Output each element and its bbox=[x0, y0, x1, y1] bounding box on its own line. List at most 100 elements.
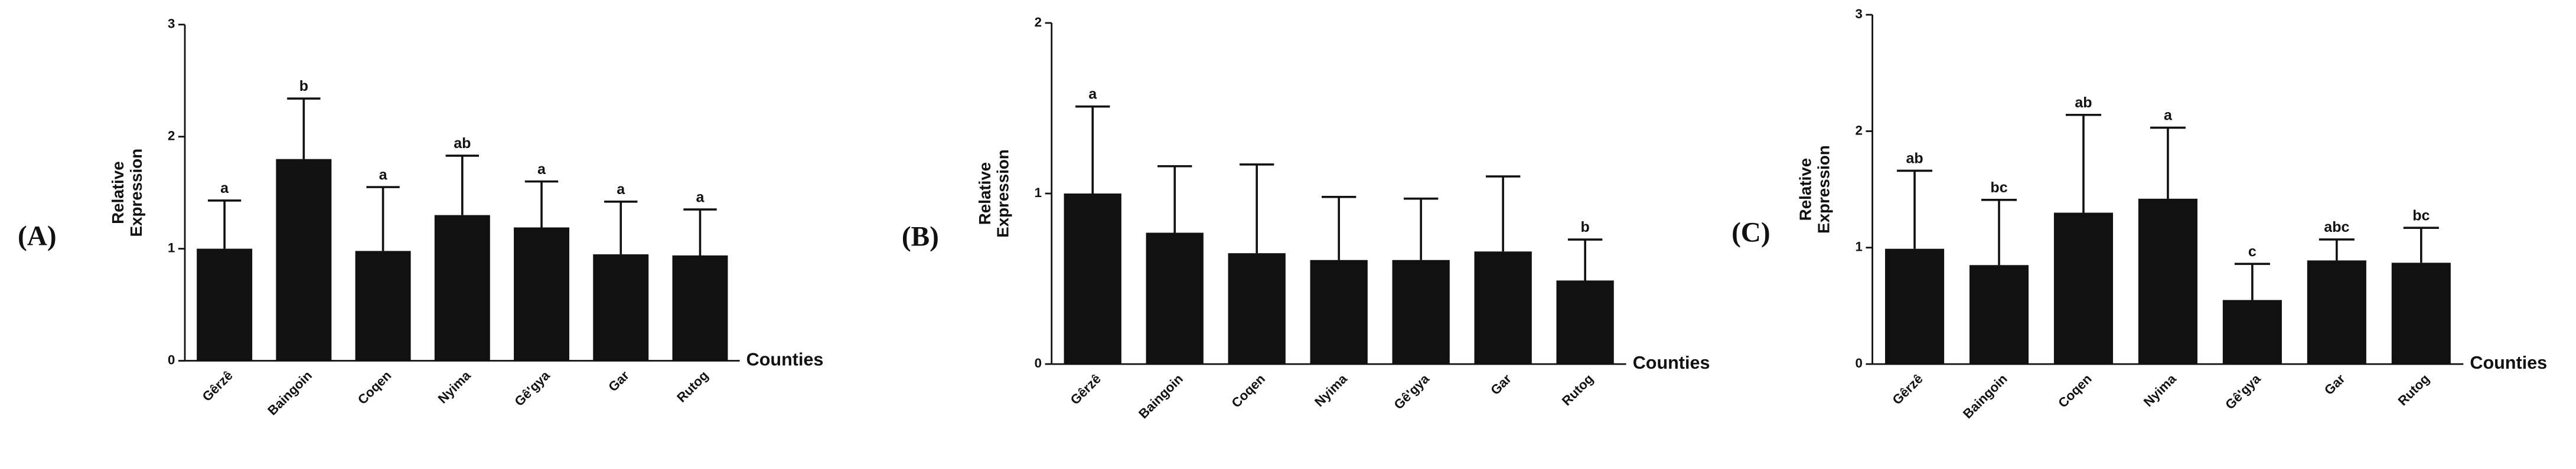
x-tick-label: Coqen bbox=[355, 368, 394, 408]
x-tick-label: Coqen bbox=[2055, 371, 2095, 411]
x-tick-label: Gar bbox=[2321, 371, 2348, 398]
error-bar bbox=[207, 199, 242, 249]
x-tick-label: Gar bbox=[1488, 371, 1514, 398]
error-bar bbox=[1157, 165, 1192, 233]
error-bar bbox=[2150, 126, 2186, 199]
significance-letter: b bbox=[1580, 219, 1589, 235]
bar bbox=[355, 251, 411, 361]
error-bar bbox=[604, 201, 638, 255]
error-bar bbox=[366, 186, 400, 251]
bar bbox=[2053, 212, 2114, 365]
x-tick-label: Rutog bbox=[674, 368, 711, 405]
bar bbox=[1392, 260, 1450, 365]
y-tick-label: 0 bbox=[168, 352, 175, 367]
significance-letter: ab bbox=[1906, 150, 1923, 167]
y-tick-label: 1 bbox=[1035, 185, 1042, 200]
error-bar bbox=[524, 180, 559, 228]
error-bar bbox=[2319, 238, 2355, 261]
x-axis-label: Counties bbox=[746, 350, 824, 370]
significance-letter: bc bbox=[2412, 207, 2430, 224]
y-axis-label: Expression bbox=[127, 149, 145, 237]
bar bbox=[1556, 280, 1614, 365]
y-axis-label: Expression bbox=[1814, 145, 1832, 234]
significance-letter: a bbox=[1088, 86, 1097, 103]
y-tick-label: 2 bbox=[1035, 15, 1042, 29]
y-axis-label: Relative bbox=[1796, 158, 1815, 221]
x-tick-label: Gar bbox=[605, 368, 632, 395]
error-bar bbox=[1567, 238, 1603, 281]
significance-letter: ab bbox=[454, 135, 471, 152]
x-tick-label: Gêrzê bbox=[1068, 371, 1104, 407]
x-tick-label: Nyima bbox=[435, 368, 474, 406]
significance-letter: c bbox=[2248, 244, 2257, 260]
y-tick-label: 1 bbox=[168, 240, 175, 255]
error-bar bbox=[287, 97, 321, 159]
error-bar bbox=[1485, 175, 1521, 252]
bar bbox=[1885, 248, 1945, 365]
y-tick-label: 2 bbox=[1856, 123, 1863, 137]
y-axis-label: Relative bbox=[976, 162, 994, 225]
bar bbox=[276, 159, 332, 361]
error-bar bbox=[2065, 113, 2101, 213]
error-bar bbox=[2234, 263, 2270, 300]
x-tick-label: Gêrzê bbox=[200, 368, 236, 404]
error-bar bbox=[445, 155, 479, 215]
bar bbox=[1146, 232, 1204, 365]
x-axis-label: Counties bbox=[1633, 353, 1710, 373]
significance-letter: abc bbox=[2324, 219, 2349, 235]
significance-letter: b bbox=[299, 78, 308, 94]
panel-label: (A) bbox=[18, 221, 57, 251]
error-bar bbox=[683, 208, 717, 255]
x-tick-label: Gêrzê bbox=[1890, 371, 1926, 407]
bar bbox=[1310, 260, 1368, 365]
bar bbox=[434, 215, 490, 361]
x-tick-label: Gê'gya bbox=[2222, 371, 2264, 412]
x-tick-label: Gê'gya bbox=[511, 368, 553, 409]
error-bar bbox=[1403, 197, 1439, 260]
bar bbox=[197, 248, 253, 361]
panel-label: (B) bbox=[902, 222, 939, 252]
x-tick-label: Rutog bbox=[2395, 371, 2432, 408]
significance-letter: a bbox=[537, 161, 546, 178]
significance-letter: a bbox=[617, 181, 625, 198]
x-tick-label: Gê'gya bbox=[1391, 371, 1433, 412]
significance-letter: a bbox=[379, 166, 388, 183]
significance-letter: bc bbox=[1990, 179, 2007, 196]
error-bar bbox=[1897, 169, 1933, 249]
bar bbox=[1474, 251, 1532, 365]
significance-letter: ab bbox=[2075, 94, 2092, 111]
error-bar bbox=[2403, 227, 2439, 263]
error-bar bbox=[1981, 199, 2017, 265]
x-tick-label: Baingoin bbox=[265, 368, 315, 418]
y-tick-label: 3 bbox=[168, 17, 175, 31]
bar bbox=[2222, 300, 2282, 365]
x-tick-label: Nyima bbox=[2141, 371, 2179, 409]
panel-label: (C) bbox=[1732, 218, 1770, 248]
bar bbox=[2307, 260, 2366, 365]
y-tick-label: 1 bbox=[1856, 240, 1863, 254]
significance-letter: a bbox=[2164, 107, 2173, 124]
bar bbox=[1969, 265, 2029, 365]
error-bar bbox=[1075, 105, 1110, 194]
bar bbox=[593, 254, 649, 361]
x-tick-label: Coqen bbox=[1228, 371, 1268, 411]
bar bbox=[1064, 193, 1121, 365]
error-bar bbox=[1239, 163, 1274, 254]
y-tick-label: 3 bbox=[1856, 6, 1863, 21]
y-tick-label: 0 bbox=[1035, 356, 1042, 370]
error-bar bbox=[1321, 195, 1357, 260]
y-tick-label: 0 bbox=[1856, 356, 1863, 370]
x-tick-label: Nyima bbox=[1312, 371, 1350, 409]
y-axis-label: Relative bbox=[109, 161, 127, 224]
x-tick-label: Baingoin bbox=[1960, 371, 2010, 421]
bar bbox=[672, 255, 728, 361]
y-tick-label: 2 bbox=[168, 129, 175, 143]
significance-letter: a bbox=[220, 180, 229, 196]
significance-letter: a bbox=[696, 189, 705, 205]
bar bbox=[514, 227, 569, 361]
bar bbox=[2391, 263, 2451, 365]
x-tick-label: Rutog bbox=[1559, 371, 1596, 408]
x-axis-label: Counties bbox=[2470, 353, 2547, 373]
x-tick-label: Baingoin bbox=[1136, 371, 1186, 421]
